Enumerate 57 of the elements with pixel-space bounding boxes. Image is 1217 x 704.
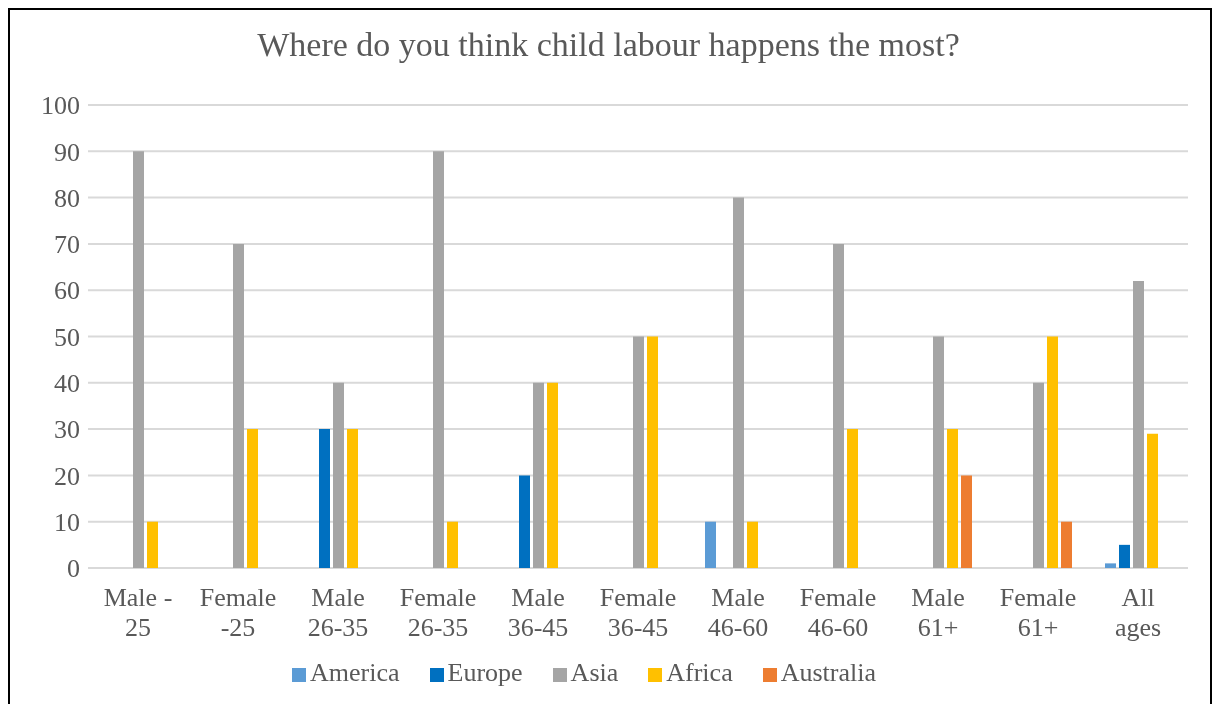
bar	[1133, 280, 1144, 568]
bar	[961, 475, 972, 568]
bar	[847, 429, 858, 568]
y-tick-label: 0	[67, 554, 80, 584]
y-tick-label: 20	[54, 461, 80, 491]
y-tick-label: 40	[54, 369, 80, 399]
legend-label: Australia	[780, 658, 876, 687]
x-tick-label: Female 36-45	[599, 583, 677, 642]
x-tick-label: Male 26-35	[307, 583, 369, 642]
y-tick-label: 70	[54, 230, 80, 260]
bar	[433, 151, 444, 568]
bar	[1105, 563, 1116, 568]
bar	[133, 151, 144, 568]
y-tick-label: 30	[54, 415, 80, 445]
bar	[947, 429, 958, 568]
bar	[347, 429, 358, 568]
chart-title: Where do you think child labour happens the most?	[256, 26, 961, 64]
bar	[1147, 433, 1158, 568]
x-tick-label: Female 46-60	[799, 583, 877, 642]
bar	[1119, 544, 1130, 568]
bar	[147, 521, 158, 568]
bar	[547, 382, 558, 568]
bar	[333, 382, 344, 568]
bar	[233, 243, 244, 568]
bar	[319, 429, 330, 568]
y-tick-label: 80	[54, 183, 80, 213]
bar	[933, 336, 944, 568]
legend-label: Africa	[666, 658, 733, 687]
legend-label: America	[310, 658, 400, 687]
y-tick-label: 10	[54, 507, 80, 537]
x-tick-label: Female -25	[199, 583, 277, 642]
bar	[1061, 521, 1072, 568]
bar	[1033, 382, 1044, 568]
y-tick-label: 100	[41, 91, 80, 121]
legend-label: Asia	[570, 658, 619, 687]
bar	[533, 382, 544, 568]
legend-label: Europe	[447, 658, 523, 687]
bar	[733, 197, 744, 568]
x-tick-label: All ages	[1114, 583, 1162, 642]
bar	[747, 521, 758, 568]
bar	[1047, 336, 1058, 568]
bar	[247, 429, 258, 568]
x-tick-label: Female 26-35	[399, 583, 477, 642]
y-tick-label: 60	[54, 276, 80, 306]
bar	[447, 521, 458, 568]
x-tick-label: Female 61+	[999, 583, 1077, 642]
y-tick-label: 90	[54, 137, 80, 167]
x-tick-label: Male 36-45	[507, 583, 569, 642]
bar	[633, 336, 644, 568]
x-tick-label: Male - 25	[103, 583, 173, 642]
x-tick-label: Male 61+	[911, 583, 965, 642]
bar	[519, 475, 530, 568]
bar	[833, 243, 844, 568]
y-tick-label: 50	[54, 322, 80, 352]
x-tick-label: Male 46-60	[707, 583, 769, 642]
bar	[705, 521, 716, 568]
bar	[647, 336, 658, 568]
